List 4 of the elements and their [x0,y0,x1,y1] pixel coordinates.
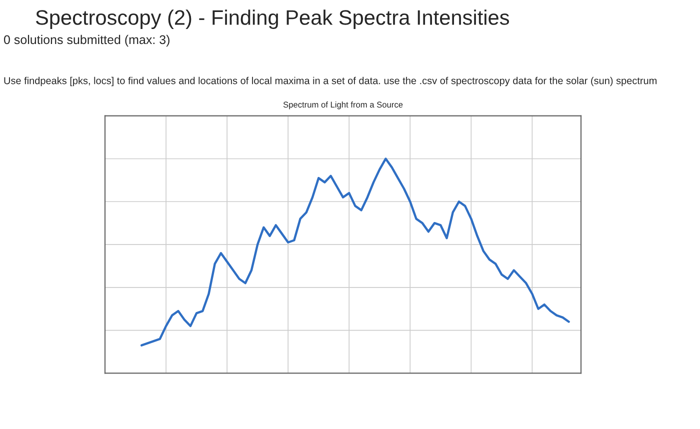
chart-title: Spectroscopy (2) - Finding Peak Spectra Intensities [36,10,510,30]
text: Use findpeaks [pks, locs] to find values and locations of local maxima in a set of data. use the .csv of spectroscopy data for the solar (sun) spectrum [4,76,656,86]
chart-subtitle: 0 solutions submitted (max: 3) [4,34,170,47]
text: Spectrum of Light from a Source [283,101,403,110]
